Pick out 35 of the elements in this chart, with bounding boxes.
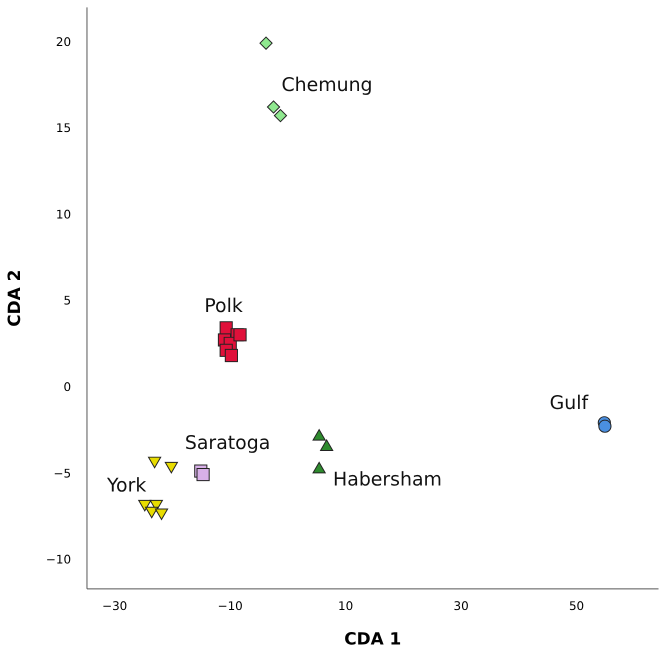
y-tick-label: 10 [56,207,72,222]
y-tick-label: 0 [63,380,72,394]
x-tick-label: −10 [218,598,243,613]
point [274,109,288,122]
point [312,462,326,474]
series-label: York [106,474,146,497]
x-tick-label: 30 [454,598,469,613]
x-tick-label: 10 [338,598,354,613]
y-tick-label: −10 [46,552,72,567]
point [196,468,210,482]
x-axis-title: CDA 1 [344,628,402,649]
point [148,456,162,468]
series-label: Saratoga [184,432,270,454]
point [154,508,168,520]
y-tick-label: 5 [63,294,72,308]
point [224,348,238,362]
point [312,429,326,441]
y-tick-label: −5 [54,466,72,480]
point [598,420,612,433]
point [145,506,158,518]
x-tick-label: 50 [568,598,584,613]
point [259,36,273,50]
series-label: Habersham [333,468,442,491]
point [233,328,247,342]
y-tick-label: 20 [56,34,72,49]
point [266,100,280,114]
point [138,500,152,512]
series-label: Polk [204,294,243,317]
series-label: Gulf [550,392,588,414]
point [164,462,178,474]
x-tick-label: −30 [102,598,128,613]
series-label: Chemung [281,74,373,96]
point [320,439,334,451]
y-tick-label: 15 [56,121,72,136]
y-axis-title: CDA 2 [4,270,24,327]
